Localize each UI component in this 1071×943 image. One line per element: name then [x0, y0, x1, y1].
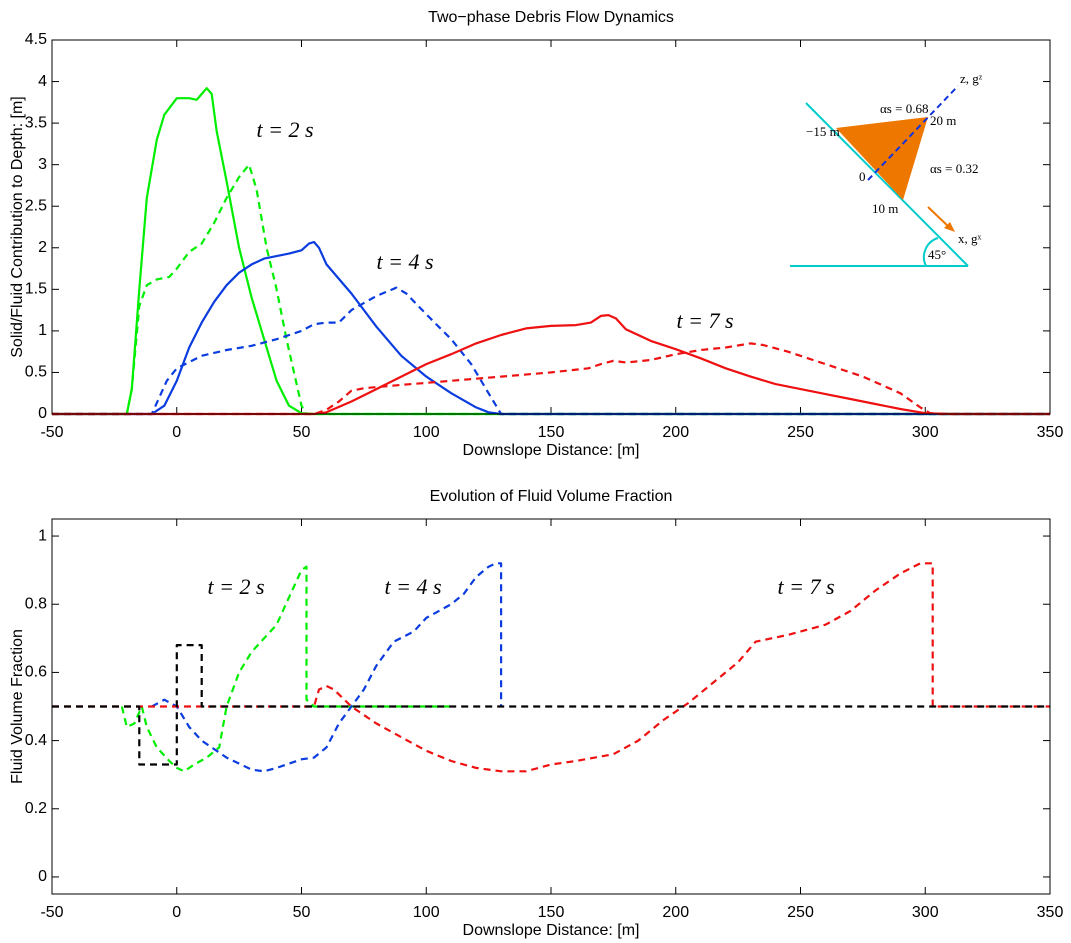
inset-label: x, gˣ — [958, 231, 982, 246]
inset-label: 10 m — [872, 201, 898, 216]
inset-label: z, gᶻ — [960, 71, 983, 86]
y-axis-label: Fluid Volume Fraction — [9, 629, 26, 784]
angle-arc — [922, 237, 939, 267]
x-tick-label: 150 — [538, 424, 565, 441]
x-tick-label: 300 — [912, 424, 939, 441]
y-tick-label: 2 — [38, 239, 47, 256]
x-tick-label: 250 — [787, 904, 814, 921]
x-tick-label: 100 — [413, 424, 440, 441]
annotation: t = 4 s — [376, 249, 433, 274]
y-tick-label: 0.8 — [25, 595, 47, 612]
inset-diagram — [790, 85, 969, 267]
series-line — [120, 565, 452, 773]
series-line — [52, 314, 1050, 416]
y-tick-label: 3 — [38, 156, 47, 173]
series-line — [52, 286, 1050, 416]
x-tick-label: 150 — [538, 904, 565, 921]
series-line — [52, 87, 1050, 416]
series-line — [52, 644, 1050, 766]
x-tick-label: 50 — [293, 904, 311, 921]
y-tick-label: 4.5 — [25, 31, 47, 48]
x-tick-label: 350 — [1037, 424, 1064, 441]
x-tick-label: 50 — [293, 424, 311, 441]
series-line — [52, 240, 1050, 416]
series-line — [52, 562, 1050, 773]
chart-title: Two−phase Debris Flow Dynamics — [428, 9, 674, 26]
inset-label: −15 m — [806, 124, 840, 139]
series-line — [151, 562, 503, 773]
annotation: t = 2 s — [256, 117, 313, 142]
x-tick-label: 200 — [662, 904, 689, 921]
y-tick-label: 1 — [38, 527, 47, 544]
y-tick-label: 0.6 — [25, 664, 47, 681]
y-tick-label: 1.5 — [25, 281, 47, 298]
x-tick-label: 350 — [1037, 904, 1064, 921]
inset-label: αs = 0.68 — [880, 101, 928, 116]
z-axis — [867, 85, 959, 181]
x-arrow — [927, 206, 951, 229]
slope-line — [805, 102, 969, 267]
axes-frame — [51, 518, 1051, 895]
x-tick-label: 0 — [172, 904, 181, 921]
axes-frame — [51, 39, 1051, 415]
debris-body — [836, 117, 928, 200]
x-tick-label: 300 — [912, 904, 939, 921]
y-tick-label: 1 — [38, 322, 47, 339]
annotation: t = 7 s — [676, 308, 733, 333]
inset-label: 20 m — [930, 113, 956, 128]
y-tick-label: 0 — [38, 868, 47, 885]
annotation: t = 7 s — [777, 574, 834, 599]
annotation: t = 4 s — [384, 574, 441, 599]
x-tick-label: 250 — [787, 424, 814, 441]
x-tick-label: 100 — [413, 904, 440, 921]
y-tick-label: 0.5 — [25, 364, 47, 381]
x-tick-label: 200 — [662, 424, 689, 441]
y-tick-label: 2.5 — [25, 197, 47, 214]
y-tick-label: 4 — [38, 73, 47, 90]
series-line — [52, 163, 1050, 416]
x-arrow-head — [944, 222, 955, 232]
x-tick-label: 0 — [172, 424, 181, 441]
y-tick-label: 3.5 — [25, 114, 47, 131]
inset-label: 45° — [928, 247, 946, 262]
x-tick-label: -50 — [40, 904, 63, 921]
inset-label: 0 — [859, 169, 866, 184]
chart-title: Evolution of Fluid Volume Fraction — [430, 488, 673, 505]
annotation: t = 2 s — [207, 574, 264, 599]
y-tick-label: 0.4 — [25, 732, 47, 749]
series-line — [52, 342, 1050, 416]
x-axis-label: Downslope Distance: [m] — [463, 442, 640, 459]
y-tick-label: 0 — [38, 405, 47, 422]
x-tick-label: -50 — [40, 424, 63, 441]
inset-label: αs = 0.32 — [930, 161, 978, 176]
y-axis-label: Solid/Fluid Contribution to Depth: [m] — [9, 96, 26, 357]
x-axis-label: Downslope Distance: [m] — [463, 922, 640, 939]
y-tick-label: 0.2 — [25, 800, 47, 817]
